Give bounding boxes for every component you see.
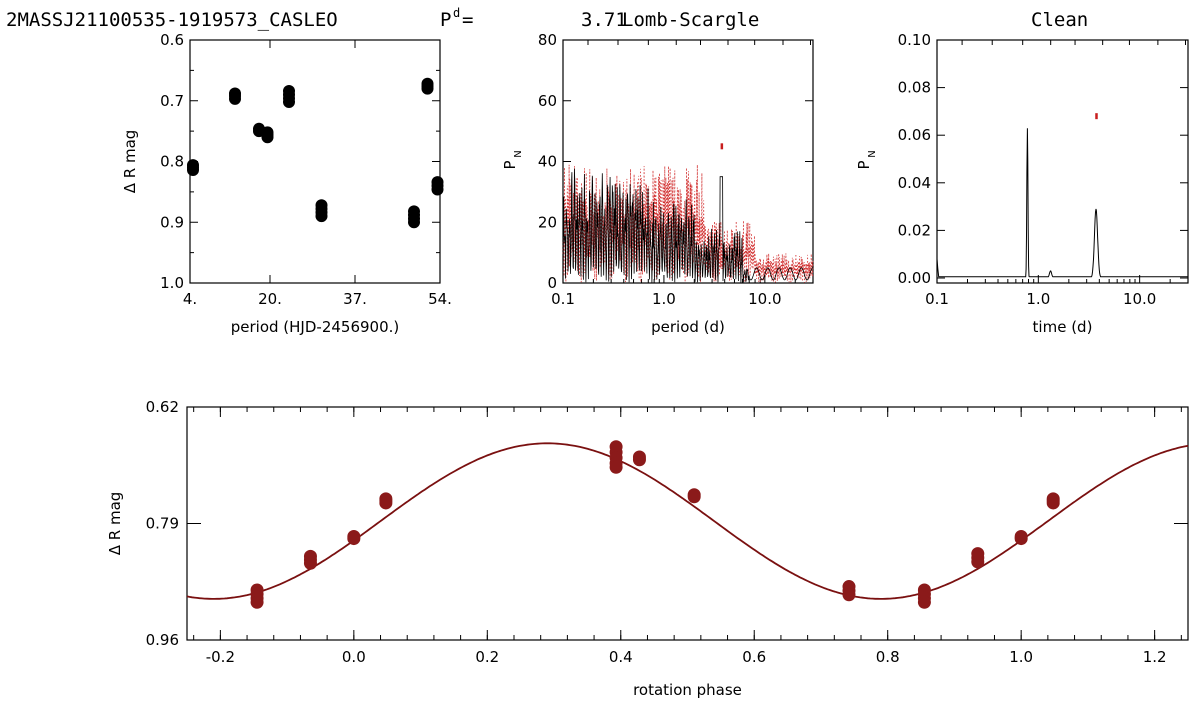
- x-axis-label: time (d): [1033, 318, 1093, 336]
- x-tick-label: 10.0: [1123, 290, 1156, 308]
- data-point: [431, 183, 444, 196]
- phased-frame: [186, 406, 1189, 641]
- x-axis-label: period (d): [651, 318, 725, 336]
- clean-panel: 0.1 1.0 10.0 0.00 0.02 0.04 0.06 0.08 0.10 time (…: [855, 31, 1189, 336]
- x-tick-label: 0.6: [742, 648, 766, 666]
- x-tick-label: 0.8: [876, 648, 900, 666]
- data-point: [261, 131, 274, 144]
- x-tick-label: 0.0: [342, 648, 366, 666]
- clean-title: Clean: [1031, 9, 1088, 31]
- x-tick-label: 10.0: [748, 290, 781, 308]
- x-tick-label: 0.1: [925, 290, 949, 308]
- phased-data-point: [609, 460, 623, 474]
- phased-data-point: [347, 532, 361, 546]
- lightcurve-panel: 4. 20. 37. 54. 0.6 0.7 0.8 0.9 1.0 period (HJD-24…: [121, 31, 452, 336]
- y-tick-label: 0.96: [146, 631, 179, 649]
- y-tick-label: 0.6: [160, 31, 184, 49]
- phased-data-point: [917, 595, 931, 609]
- period-eq: =: [462, 9, 473, 31]
- y-tick-label: 0.02: [898, 221, 931, 239]
- x-tick-label: 0.1: [551, 290, 575, 308]
- y-axis-label: Δ R mag: [121, 130, 139, 194]
- phased-data-point: [842, 588, 856, 602]
- data-point: [283, 95, 295, 108]
- y-axis-label-sub: N: [513, 150, 524, 157]
- y-tick-label: 0: [547, 274, 557, 292]
- clean-frame: [936, 39, 1189, 284]
- x-tick-label: -0.2: [206, 648, 235, 666]
- phased-data-point: [971, 555, 985, 569]
- phased-data-point: [303, 556, 317, 570]
- x-axis-label: rotation phase: [633, 681, 742, 699]
- window-function-line: [562, 164, 814, 283]
- lomb-scargle-title: Lomb-Scargle: [622, 9, 759, 31]
- x-axis-label: period (HJD-2456900.): [231, 318, 400, 336]
- y-tick-label: 0.7: [160, 92, 184, 110]
- y-tick-label: 0.79: [146, 515, 179, 533]
- phased-data-point: [1014, 532, 1028, 546]
- periodogram-line: [562, 168, 814, 284]
- phased-data-point: [379, 496, 393, 510]
- y-tick-label: 0.08: [898, 79, 931, 97]
- period-label: P: [440, 9, 451, 31]
- sinusoid-fit-line: [186, 442, 1189, 600]
- data-point: [421, 82, 434, 95]
- x-tick-label: 1.2: [1143, 648, 1167, 666]
- y-axis-label: P: [501, 160, 519, 169]
- lightcurve-frame: [189, 39, 441, 284]
- period-value: 3.71: [581, 9, 627, 31]
- x-tick-label: 0.2: [475, 648, 499, 666]
- data-point: [408, 216, 420, 229]
- x-tick-label: 4.: [183, 290, 197, 308]
- y-tick-label: 0.62: [146, 398, 179, 416]
- phased-data-point: [687, 490, 701, 504]
- data-point: [187, 164, 199, 177]
- y-tick-label: 20: [538, 213, 557, 231]
- x-tick-label: 20.: [258, 290, 282, 308]
- phased-data-point: [250, 595, 264, 609]
- y-tick-label: 0.9: [160, 213, 184, 231]
- y-tick-label: 0.06: [898, 126, 931, 144]
- y-axis-label: Δ R mag: [106, 492, 124, 556]
- y-tick-label: 40: [538, 153, 557, 171]
- x-tick-label: 37.: [343, 290, 367, 308]
- phased-panel: -0.2 0.0 0.2 0.4 0.6 0.8 1.0 1.2 0.62 0.79 0.96 rot…: [106, 398, 1189, 699]
- x-tick-label: 1.0: [1009, 648, 1033, 666]
- y-axis-label: P: [855, 160, 873, 169]
- y-tick-label: 1.0: [160, 274, 184, 292]
- y-axis-label-sub: N: [867, 150, 878, 157]
- star-title: 2MASSJ21100535-1919573_CASLEO: [6, 9, 338, 31]
- phased-data-point: [632, 453, 646, 467]
- y-tick-label: 80: [538, 31, 557, 49]
- data-point: [229, 92, 241, 105]
- x-tick-label: 54.: [428, 290, 452, 308]
- x-tick-label: 1.0: [652, 290, 676, 308]
- x-tick-label: 1.0: [1026, 290, 1050, 308]
- lomb-scargle-panel: 0.1 1.0 10.0 0 20 40 60 80 period (d) PN: [501, 31, 814, 336]
- period-sup: d: [453, 6, 460, 20]
- y-tick-label: 0.04: [898, 174, 931, 192]
- figure-header: 2MASSJ21100535-1919573_CASLEO P d = 3.71…: [6, 6, 1088, 31]
- data-point: [315, 210, 328, 223]
- clean-spectrum-line: [936, 128, 1188, 278]
- y-tick-label: 0.00: [898, 269, 931, 287]
- y-tick-label: 0.8: [160, 153, 184, 171]
- y-tick-label: 60: [538, 92, 557, 110]
- y-tick-label: 0.10: [898, 31, 931, 49]
- phased-data-point: [1046, 496, 1060, 510]
- x-tick-label: 0.4: [609, 648, 633, 666]
